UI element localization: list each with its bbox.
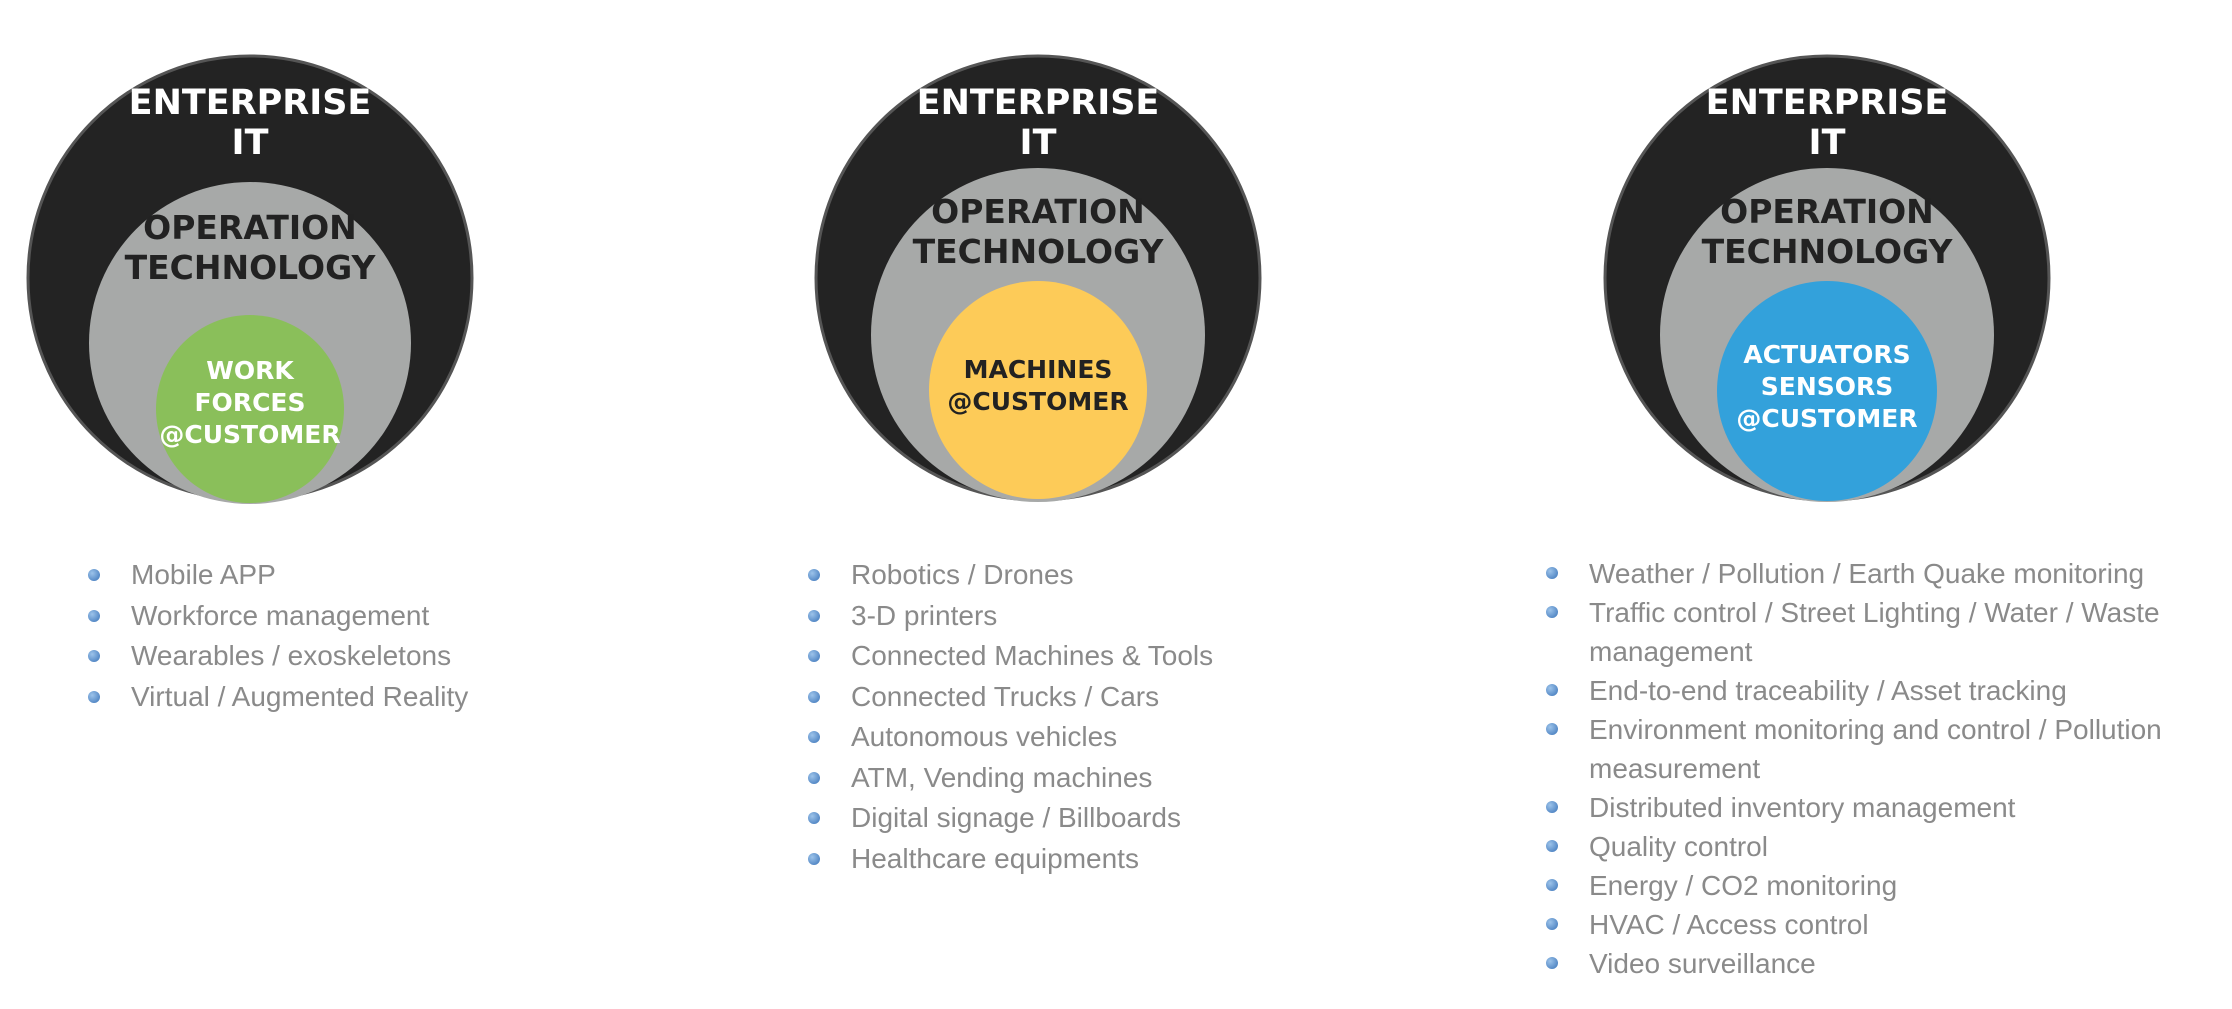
- nested-circles-diagram: ENTERPRISE IT OPERATION TECHNOLOGY WORK …: [26, 54, 2051, 504]
- workforces-circle: [156, 315, 344, 503]
- inner-label-line1: ACTUATORS: [1743, 340, 1910, 369]
- enterprise-it-label-line2: IT: [1809, 123, 1846, 163]
- operation-technology-label-line1: OPERATION: [931, 192, 1145, 231]
- inner-label-line1: WORK: [206, 356, 295, 385]
- list-item: Quality control: [1546, 827, 2226, 866]
- diagram-machines: ENTERPRISE IT OPERATION TECHNOLOGY MACHI…: [814, 54, 1262, 502]
- list-item: Connected Machines & Tools: [808, 636, 1428, 677]
- operation-technology-label-line1: OPERATION: [1720, 192, 1934, 231]
- list-item: End-to-end traceability / Asset tracking: [1546, 671, 2226, 710]
- operation-technology-label-line2: TECHNOLOGY: [1702, 232, 1954, 271]
- list-item: 3-D printers: [808, 596, 1428, 637]
- actuators-sensors-circle: [1717, 281, 1937, 501]
- enterprise-it-label-line1: ENTERPRISE: [129, 83, 372, 123]
- machines-use-case-list: Robotics / Drones 3-D printers Connected…: [808, 555, 1428, 879]
- list-item: Mobile APP: [88, 555, 648, 596]
- list-item: Weather / Pollution / Earth Quake monito…: [1546, 554, 2226, 593]
- list-item: Virtual / Augmented Reality: [88, 677, 648, 718]
- list-item: ATM, Vending machines: [808, 758, 1428, 799]
- inner-label-line1: MACHINES: [964, 355, 1113, 384]
- enterprise-it-label-line2: IT: [1020, 123, 1057, 163]
- diagram-actuators-sensors: ENTERPRISE IT OPERATION TECHNOLOGY ACTUA…: [1603, 54, 2051, 502]
- inner-label-line2: @CUSTOMER: [947, 387, 1128, 416]
- machines-circle: [929, 281, 1147, 499]
- operation-technology-label-line2: TECHNOLOGY: [125, 248, 377, 287]
- list-item: Traffic control / Street Lighting / Wate…: [1546, 593, 2226, 671]
- operation-technology-label-line1: OPERATION: [143, 208, 357, 247]
- list-item: Energy / CO2 monitoring: [1546, 866, 2226, 905]
- list-item: Video surveillance: [1546, 944, 2226, 983]
- list-item: Robotics / Drones: [808, 555, 1428, 596]
- operation-technology-label-line2: TECHNOLOGY: [913, 232, 1165, 271]
- inner-label-line3: @CUSTOMER: [1736, 404, 1917, 433]
- list-item: Autonomous vehicles: [808, 717, 1428, 758]
- list-item: Distributed inventory management: [1546, 788, 2226, 827]
- list-item: Environment monitoring and control / Pol…: [1546, 710, 2226, 788]
- list-item: Connected Trucks / Cars: [808, 677, 1428, 718]
- list-item: Digital signage / Billboards: [808, 798, 1428, 839]
- list-item: HVAC / Access control: [1546, 905, 2226, 944]
- inner-label-line3: @CUSTOMER: [159, 420, 340, 449]
- list-item: Wearables / exoskeletons: [88, 636, 648, 677]
- diagram-workforces: ENTERPRISE IT OPERATION TECHNOLOGY WORK …: [26, 54, 474, 504]
- inner-label-line2: SENSORS: [1761, 372, 1894, 401]
- actuators-sensors-use-case-list: Weather / Pollution / Earth Quake monito…: [1546, 554, 2226, 983]
- enterprise-it-label-line2: IT: [232, 123, 269, 163]
- enterprise-it-label-line1: ENTERPRISE: [917, 83, 1160, 123]
- list-item: Workforce management: [88, 596, 648, 637]
- enterprise-it-label-line1: ENTERPRISE: [1706, 83, 1949, 123]
- list-item: Healthcare equipments: [808, 839, 1428, 880]
- inner-label-line2: FORCES: [194, 388, 305, 417]
- workforces-use-case-list: Mobile APP Workforce management Wearable…: [88, 555, 648, 717]
